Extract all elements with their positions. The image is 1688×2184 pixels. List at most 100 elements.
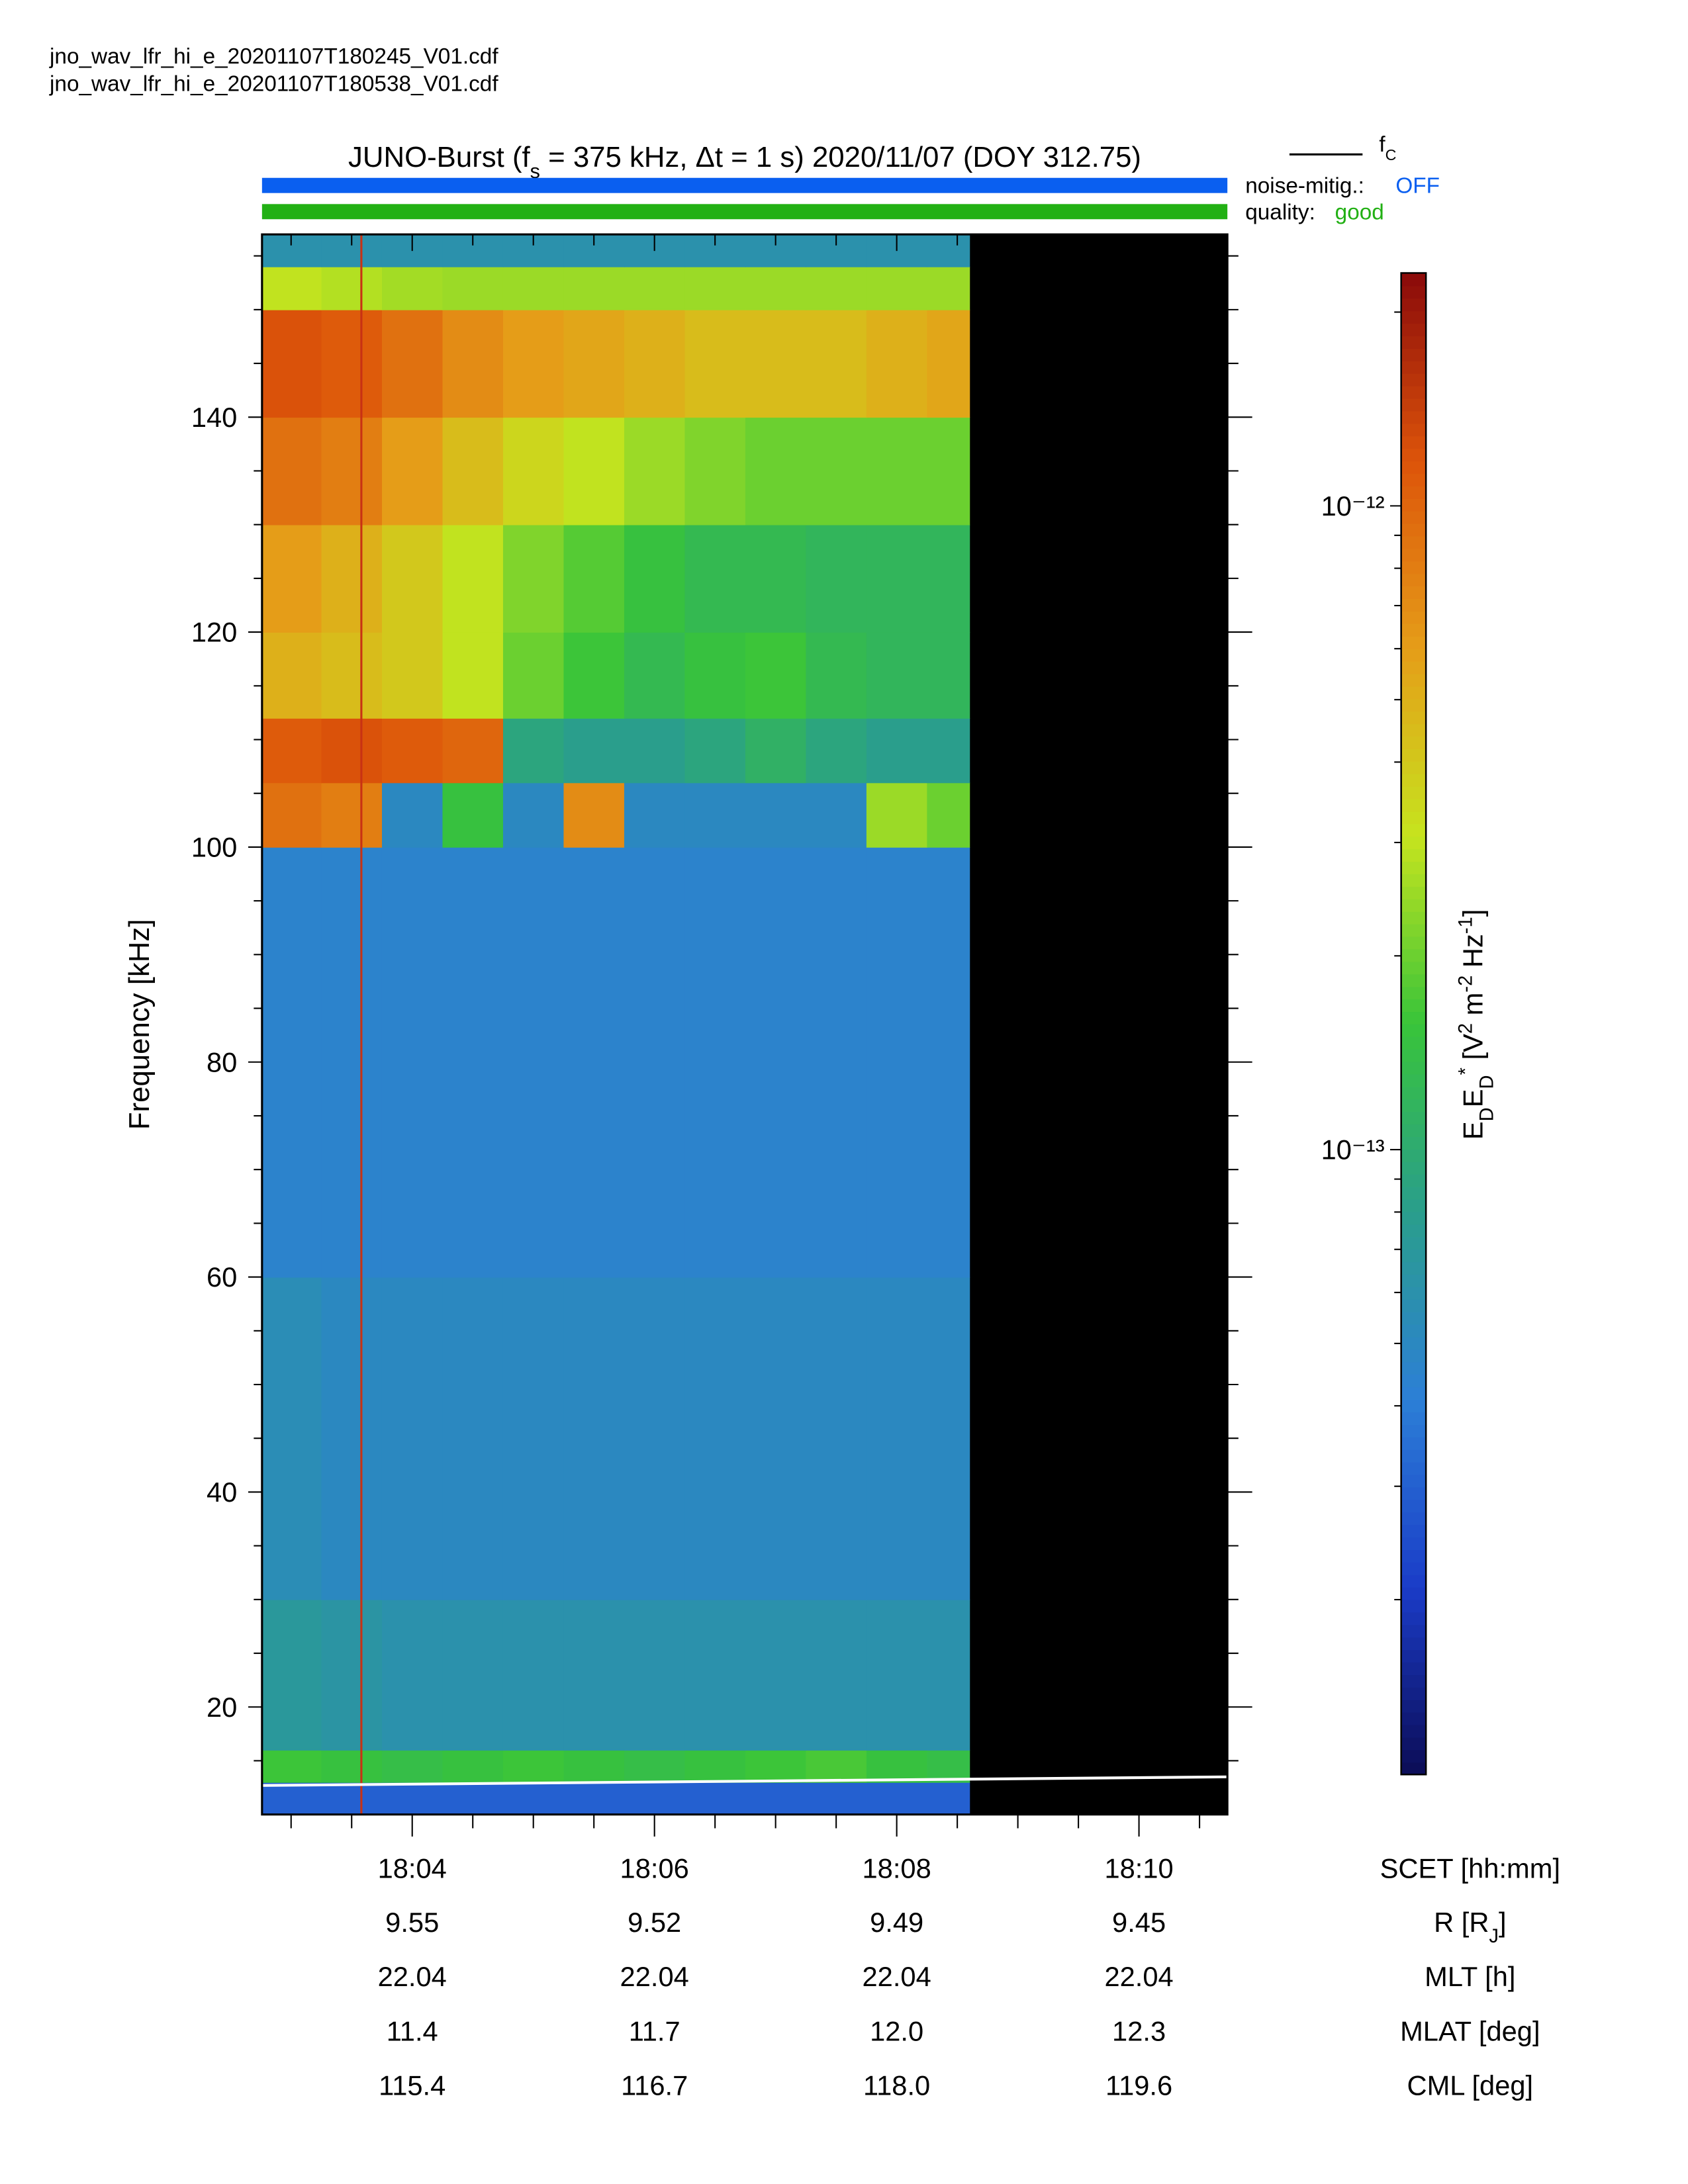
colorbar-segment: [1401, 711, 1427, 725]
colorbar-segment: [1401, 573, 1427, 587]
ephemeris-value: 115.4: [379, 2070, 445, 2101]
spectrogram-cell: [624, 1277, 686, 1600]
colorbar-segment: [1401, 485, 1427, 499]
spectrogram-cell: [624, 1750, 686, 1783]
spectrogram-cell: [927, 234, 970, 267]
spectrogram-cell: [442, 266, 504, 310]
spectrogram-cell: [927, 417, 970, 525]
spectrogram-cell: [624, 718, 686, 784]
colorbar-segment: [1401, 598, 1427, 612]
spectrogram-cell: [927, 1750, 970, 1783]
spectrogram-cell: [321, 1277, 383, 1600]
colorbar-segment: [1401, 273, 1427, 287]
spectrogram-cell: [927, 632, 970, 719]
y-tick-label: 100: [191, 832, 238, 863]
ephemeris-label: MLT [h]: [1425, 1961, 1515, 1992]
colorbar-segment: [1401, 1637, 1427, 1651]
spectrogram-cell: [261, 234, 322, 267]
colorbar-segment: [1401, 1512, 1427, 1525]
spectrogram-cell: [745, 718, 807, 784]
y-tick-label: 20: [207, 1692, 237, 1723]
colorbar-segment: [1401, 561, 1427, 574]
colorbar-segment: [1401, 1524, 1427, 1538]
quality-bar: [261, 204, 1228, 220]
colorbar-segment: [1401, 1624, 1427, 1638]
ephemeris-value: 22.04: [1104, 1961, 1173, 1992]
spectrogram-cell: [745, 1750, 807, 1783]
ephemeris-value: 11.7: [629, 2015, 680, 2046]
colorbar-segment: [1401, 1574, 1427, 1588]
ephemeris-value: 12.0: [870, 2015, 923, 2046]
spectrogram-cell: [927, 1599, 970, 1751]
colorbar-segment: [1401, 1048, 1427, 1062]
colorbar-segment: [1401, 1387, 1427, 1400]
ephemeris-label-part: MLT [h]: [1425, 1961, 1515, 1992]
spectrogram-cell: [684, 846, 746, 1278]
chart-title: JUNO-Burst (fs = 375 kHz, Δt = 1 s) 2020…: [348, 141, 1141, 183]
colorbar-segment: [1401, 548, 1427, 562]
colorbar-segment: [1401, 948, 1427, 962]
colorbar-segment: [1401, 523, 1427, 537]
noise-value: OFF: [1395, 174, 1440, 199]
spectrogram-cell: [866, 524, 928, 633]
spectrogram-cell: [806, 1782, 867, 1815]
ephemeris-value: 116.7: [621, 2070, 688, 2101]
spectrogram-cell: [502, 1782, 565, 1815]
colorbar-segment: [1401, 811, 1427, 825]
colorbar-segment: [1401, 1549, 1427, 1563]
colorbar-segment: [1401, 1449, 1427, 1463]
colorbar-segment: [1401, 861, 1427, 875]
spectrogram-cell: [684, 1750, 746, 1783]
spectrogram-cell: [442, 846, 504, 1278]
quality-label: quality:: [1245, 200, 1315, 224]
spectrogram-cell: [321, 417, 383, 525]
colorbar-segment: [1401, 698, 1427, 712]
spectrogram-cell: [502, 266, 565, 310]
colorbar-label-part: *: [1456, 1068, 1477, 1075]
colorbar-segment: [1401, 1124, 1427, 1138]
spectrogram-cell: [927, 1782, 970, 1815]
colorbar-segment: [1401, 360, 1427, 374]
colorbar-segment: [1401, 461, 1427, 475]
spectrogram-cell: [624, 846, 686, 1278]
chart-title-part: = 375 kHz, Δt = 1 s) 2020/11/07 (DOY 312…: [540, 141, 1141, 173]
spectrogram-cell: [866, 846, 928, 1278]
spectrogram-cell: [806, 782, 867, 848]
spectrogram-cell: [381, 1599, 444, 1751]
colorbar-segment: [1401, 1424, 1427, 1437]
colorbar-segment: [1401, 874, 1427, 887]
spectrogram-cell: [261, 1599, 322, 1751]
spectrogram-cell: [381, 718, 444, 784]
spectrogram-cell: [563, 1277, 625, 1600]
colorbar-segment: [1401, 1298, 1427, 1312]
spectrogram-cell: [381, 1782, 444, 1815]
colorbar-segment: [1401, 1749, 1427, 1763]
ephemeris-value: 9.45: [1112, 1907, 1166, 1938]
colorbar-segment: [1401, 1612, 1427, 1625]
spectrogram-cell: [745, 846, 807, 1278]
colorbar-segment: [1401, 1311, 1427, 1325]
spectrogram-cell: [684, 417, 746, 525]
colorbar-segment: [1401, 1086, 1427, 1100]
colorbar-label-part: Hz: [1458, 934, 1489, 975]
spectrogram-cell: [927, 1277, 970, 1600]
ephemeris-label-part: CML [deg]: [1407, 2070, 1534, 2101]
colorbar-segment: [1401, 673, 1427, 687]
spectrogram-cell: [745, 632, 807, 719]
spectrogram-cell: [866, 266, 928, 310]
spectrogram-cell: [684, 632, 746, 719]
colorbar-label: EDED* [V2 m-2 Hz-1]: [1456, 909, 1498, 1140]
spectrogram-cell: [684, 266, 746, 310]
colorbar-segment: [1401, 1148, 1427, 1162]
ephemeris-value: 12.3: [1112, 2015, 1166, 2046]
colorbar-segment: [1401, 1762, 1427, 1776]
colorbar-segment: [1401, 686, 1427, 700]
spectrogram-cell: [866, 632, 928, 719]
spectrogram-cell: [502, 1750, 565, 1783]
colorbar-segment: [1401, 1336, 1427, 1350]
y-tick-label: 60: [207, 1261, 237, 1293]
ephemeris-label: MLAT [deg]: [1400, 2015, 1540, 2046]
spectrogram-cell: [563, 1599, 625, 1751]
spectrogram-cell: [442, 718, 504, 784]
